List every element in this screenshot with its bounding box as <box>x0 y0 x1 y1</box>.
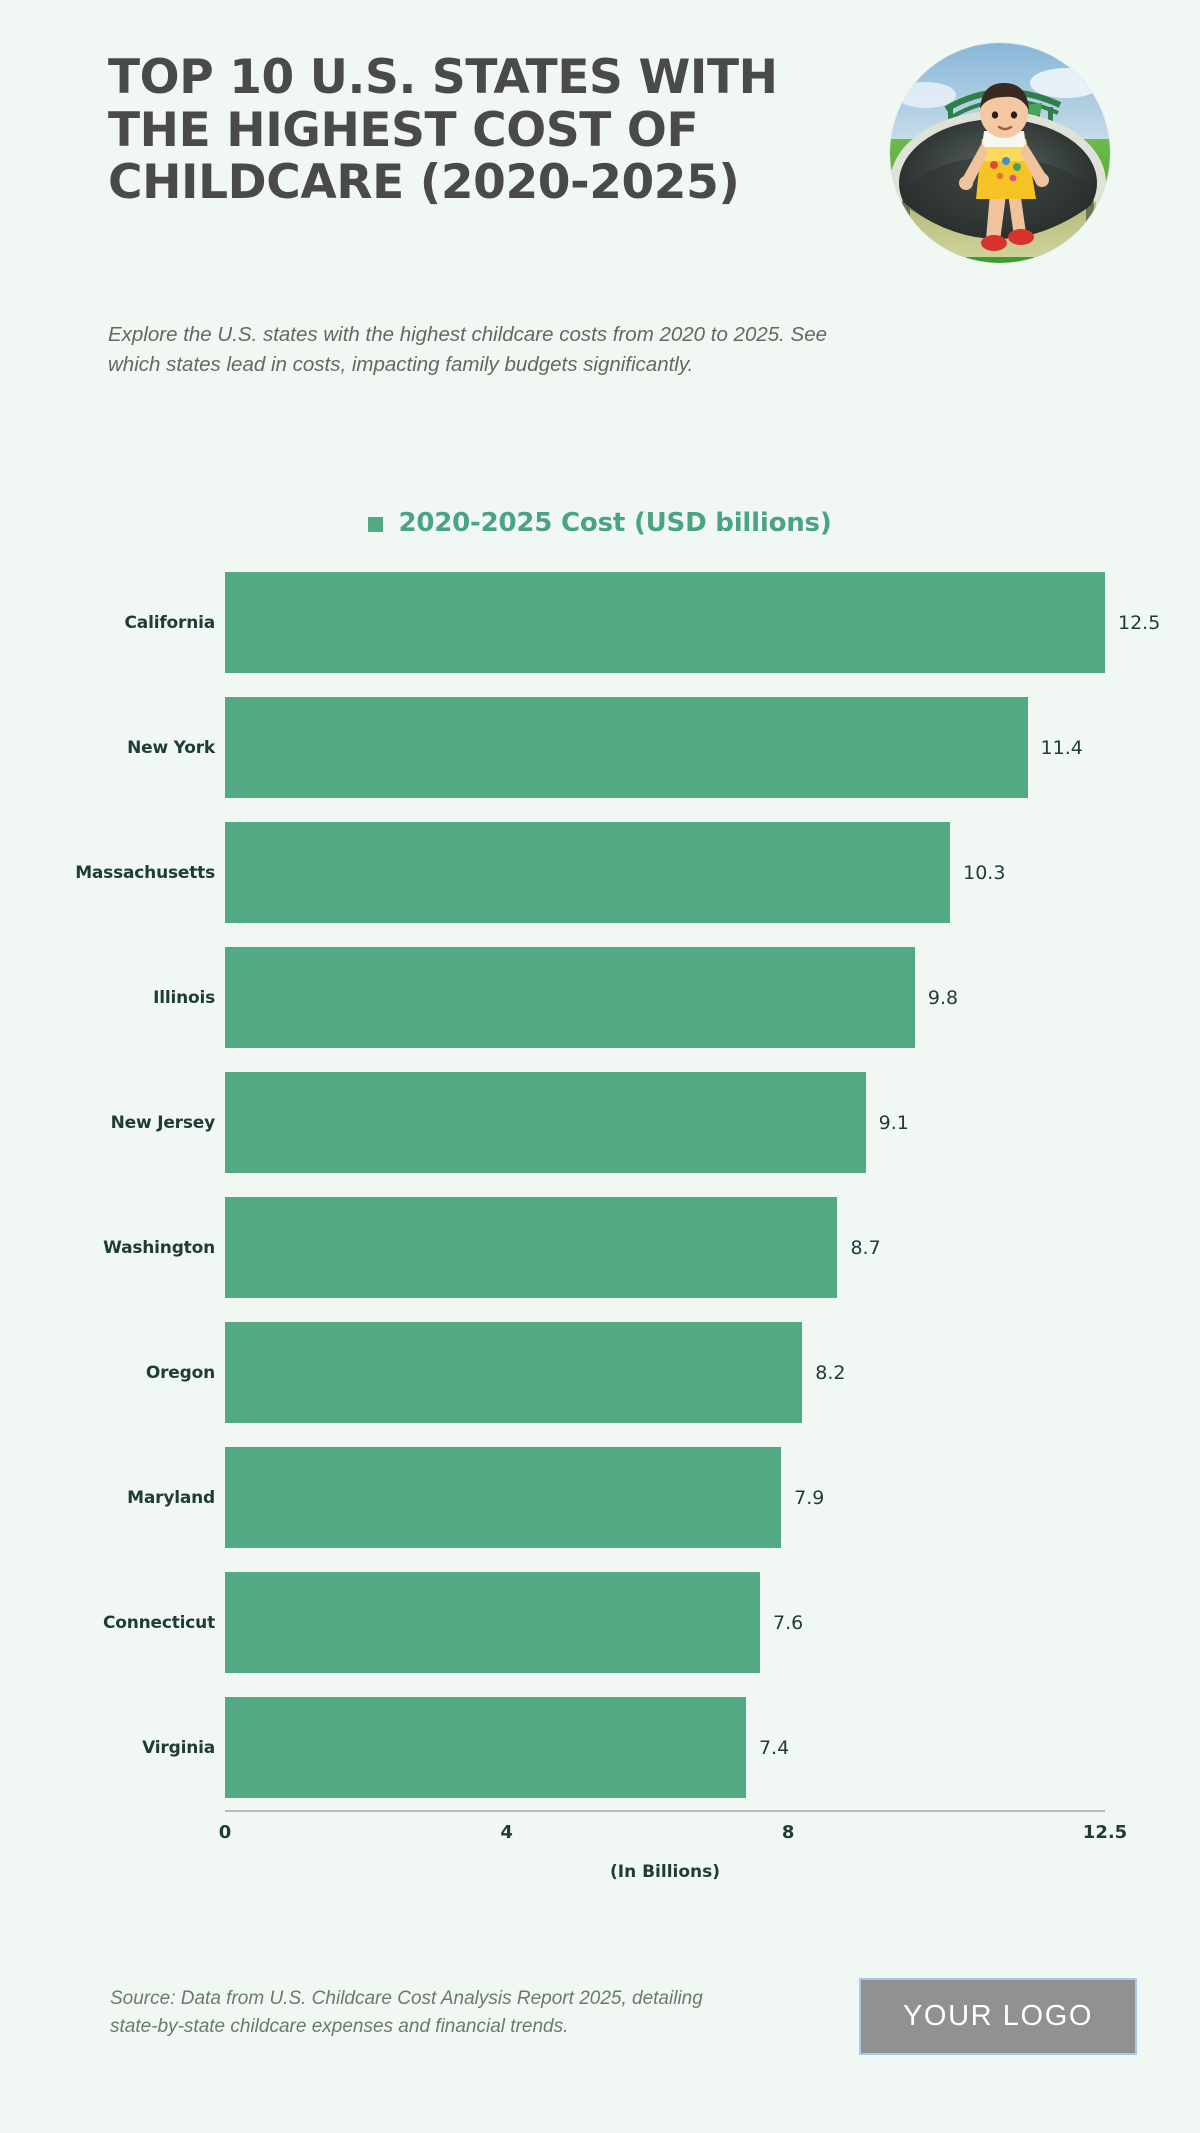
bar[interactable] <box>225 697 1028 798</box>
x-tick-label: 12.5 <box>1082 1822 1128 1843</box>
logo-placeholder[interactable]: YOUR LOGO <box>859 1978 1137 2055</box>
bar[interactable] <box>225 1322 803 1423</box>
bar[interactable] <box>225 822 951 923</box>
x-tick-label: 4 <box>500 1822 513 1843</box>
bar-row: Massachusetts 10.3 <box>0 810 1200 935</box>
bar-rows: California 12.5 New York 11.4 Massachusetts 1… <box>0 560 1200 1810</box>
bar[interactable] <box>225 1072 866 1173</box>
header-block: TOP 10 U.S. STATES WITH THE HIGHEST COST… <box>108 50 848 376</box>
bar[interactable] <box>225 1447 782 1548</box>
child-on-playground-slide-image <box>890 43 1110 263</box>
bar-category-label: Oregon <box>145 1362 215 1383</box>
page-subtitle: Explore the U.S. states with the highest… <box>108 323 828 376</box>
bar-row: Illinois 9.8 <box>0 935 1200 1060</box>
x-tick-label: 8 <box>781 1822 795 1843</box>
bar-row: New Jersey 9.1 <box>0 1060 1200 1185</box>
bar-category-label: Virginia <box>142 1737 215 1758</box>
bar-value-label: 11.4 <box>1040 736 1083 759</box>
bar-track: 8.2 <box>225 1310 1200 1435</box>
x-tick-label: 0 <box>218 1822 232 1843</box>
logo-text: YOUR LOGO <box>902 2000 1094 2032</box>
bar-track: 9.8 <box>225 935 1200 1060</box>
bar-value-label: 7.4 <box>758 1736 790 1759</box>
bar-track: 11.4 <box>225 685 1200 810</box>
bar-chart: California 12.5 New York 11.4 Massachusetts 1… <box>0 560 1200 1882</box>
page-title: TOP 10 U.S. STATES WITH THE HIGHEST COST… <box>108 50 778 211</box>
bar-track: 7.9 <box>225 1435 1200 1560</box>
bar-track: 8.7 <box>225 1185 1200 1310</box>
bar[interactable] <box>225 947 915 1048</box>
bar-row: Connecticut 7.6 <box>0 1560 1200 1685</box>
bar-track: 9.1 <box>225 1060 1200 1185</box>
legend-swatch-icon <box>368 517 384 532</box>
bar-row: Washington 8.7 <box>0 1185 1200 1310</box>
bar-value-label: 9.1 <box>878 1111 909 1134</box>
bar-row: Virginia 7.4 <box>0 1685 1200 1810</box>
bar-category-label: California <box>124 612 216 633</box>
bar-track: 7.4 <box>225 1685 1200 1810</box>
bar[interactable] <box>225 572 1105 673</box>
bar-value-label: 7.9 <box>794 1486 825 1509</box>
bar-value-label: 9.8 <box>927 986 959 1009</box>
bar-category-label: Washington <box>103 1237 215 1258</box>
bar-track: 7.6 <box>225 1560 1200 1685</box>
header-photo[interactable] <box>890 43 1110 263</box>
bar-category-label: Illinois <box>153 987 215 1008</box>
legend-label: 2020-2025 Cost (USD billions) <box>398 508 832 538</box>
bar-track: 12.5 <box>225 560 1200 685</box>
bar[interactable] <box>225 1572 761 1673</box>
x-axis-title: (In Billions) <box>609 1862 721 1882</box>
bar-value-label: 7.6 <box>773 1611 804 1634</box>
bar-category-label: Massachusetts <box>75 862 215 883</box>
bar[interactable] <box>225 1697 746 1798</box>
bar-category-label: New Jersey <box>110 1112 216 1133</box>
bar[interactable] <box>225 1197 838 1298</box>
bar-row: New York 11.4 <box>0 685 1200 810</box>
bar-category-label: Maryland <box>127 1487 215 1508</box>
source-note: Source: Data from U.S. Childcare Cost An… <box>110 1988 703 2038</box>
x-axis-line <box>225 1810 1105 1812</box>
bar-value-label: 8.7 <box>850 1236 881 1259</box>
x-axis: 0 4 8 12.5 (In Billions) <box>219 1810 1127 1882</box>
chart-legend: 2020-2025 Cost (USD billions) <box>0 508 1200 538</box>
bar-row: Maryland 7.9 <box>0 1435 1200 1560</box>
bar-row: Oregon 8.2 <box>0 1310 1200 1435</box>
bar-value-label: 12.5 <box>1118 611 1161 634</box>
bar-row: California 12.5 <box>0 560 1200 685</box>
bar-track: 10.3 <box>225 810 1200 935</box>
bar-category-label: New York <box>127 737 215 758</box>
bar-category-label: Connecticut <box>102 1612 215 1633</box>
bar-value-label: 10.3 <box>963 861 1006 884</box>
bar-value-label: 8.2 <box>815 1361 846 1384</box>
